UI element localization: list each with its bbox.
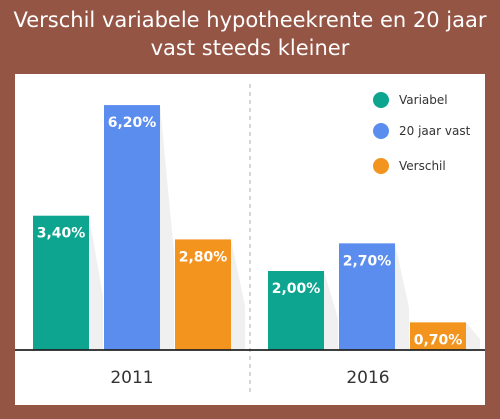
chart-title-line2: vast steeds kleiner (150, 36, 350, 60)
legend-label-20-jaar-vast: 20 jaar vast (399, 124, 471, 138)
category-label-2011: 2011 (110, 368, 153, 388)
bar-shadow (466, 322, 480, 350)
chart-title-line1: Verschil variabele hypotheekrente en 20 … (13, 8, 487, 32)
bar-20-jaar-vast-2011 (104, 105, 160, 350)
bar-shadow (395, 243, 409, 350)
chart-panel: 3,40% 6,20% 2,80% 2011 2,00% 2,70% 0,70% 2016 Va… (15, 74, 485, 405)
bar-chart: 3,40% 6,20% 2,80% 2011 2,00% 2,70% 0,70% 2016 Va… (15, 84, 485, 396)
bar-value-label: 6,20% (108, 115, 157, 131)
legend-label-verschil: Verschil (399, 159, 446, 173)
bar-verschil-2011 (175, 239, 231, 350)
legend-swatch-verschil (373, 158, 389, 174)
bar-shadow (160, 105, 174, 350)
bar-shadow (89, 215, 103, 350)
bar-shadow (324, 271, 338, 350)
legend-swatch-variabel (373, 92, 389, 108)
bar-value-label: 2,70% (343, 253, 392, 269)
category-label-2016: 2016 (346, 368, 389, 388)
bar-value-label: 0,70% (414, 332, 463, 348)
bar-variabel-2016 (268, 271, 324, 350)
bar-value-label: 3,40% (37, 226, 86, 242)
bar-20-jaar-vast-2016 (339, 243, 395, 350)
bar-shadow (231, 239, 245, 350)
bar-value-label: 2,00% (272, 281, 321, 297)
bar-value-label: 2,80% (179, 249, 228, 265)
legend-swatch-20-jaar-vast (373, 123, 389, 139)
legend-label-variabel: Variabel (399, 93, 448, 107)
chart-title: Verschil variabele hypotheekrente en 20 … (0, 6, 500, 62)
bar-verschil-2016 (410, 322, 466, 350)
bar-variabel-2011 (33, 215, 89, 350)
